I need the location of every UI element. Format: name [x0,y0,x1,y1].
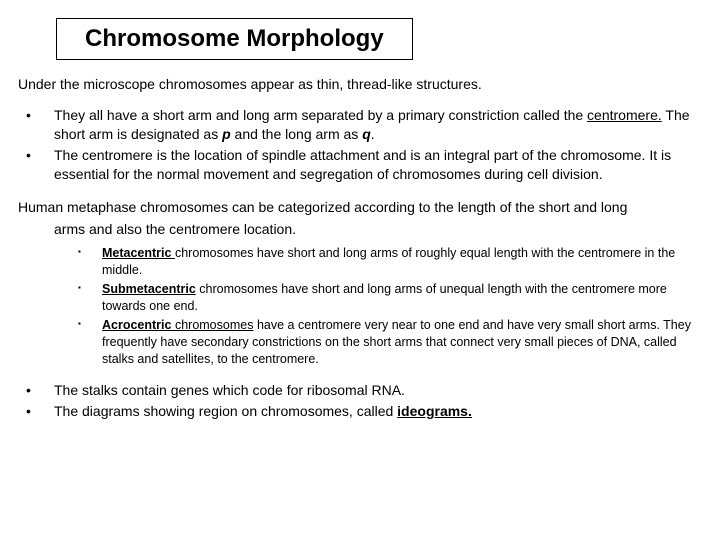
list-item: The diagrams showing region on chromosom… [18,402,710,421]
paragraph-2: Human metaphase chromosomes can be categ… [18,198,710,240]
term-submetacentric: Submetacentric [102,282,196,296]
term-acrocentric: Acrocentric [102,318,171,332]
text: The centromere is the location of spindl… [54,147,671,182]
list-item: Submetacentric chromosomes have short an… [18,281,710,315]
text: The stalks contain genes which code for … [54,382,405,398]
list-item: Acrocentric chromosomes have a centromer… [18,317,710,368]
text: . [371,126,375,142]
text: chromosomes have short and long arms of … [102,246,675,277]
list-item: The stalks contain genes which code for … [18,381,710,400]
text-line: arms and also the centromere location. [18,220,710,239]
text: The diagrams showing region on chromosom… [54,403,397,419]
text: They all have a short arm and long arm s… [54,107,587,123]
text-line: Human metaphase chromosomes can be categ… [18,198,710,217]
title-box: Chromosome Morphology [56,18,413,60]
term-q: q [362,126,371,142]
term-p: p [222,126,231,142]
term-centromere: centromere. [587,107,662,123]
intro-text: Under the microscope chromosomes appear … [18,76,710,92]
list-item: The centromere is the location of spindl… [18,146,710,184]
list-item: They all have a short arm and long arm s… [18,106,710,144]
list-item: Metacentric chromosomes have short and l… [18,245,710,279]
text-underlined: chromosomes [171,318,253,332]
bullet-list-2: Metacentric chromosomes have short and l… [18,245,710,367]
text: and the long arm as [231,126,363,142]
bullet-list-1: They all have a short arm and long arm s… [18,106,710,184]
term-ideograms: ideograms. [397,403,472,419]
bullet-list-3: The stalks contain genes which code for … [18,381,710,421]
page-title: Chromosome Morphology [85,25,384,53]
term-metacentric: Metacentric [102,246,175,260]
